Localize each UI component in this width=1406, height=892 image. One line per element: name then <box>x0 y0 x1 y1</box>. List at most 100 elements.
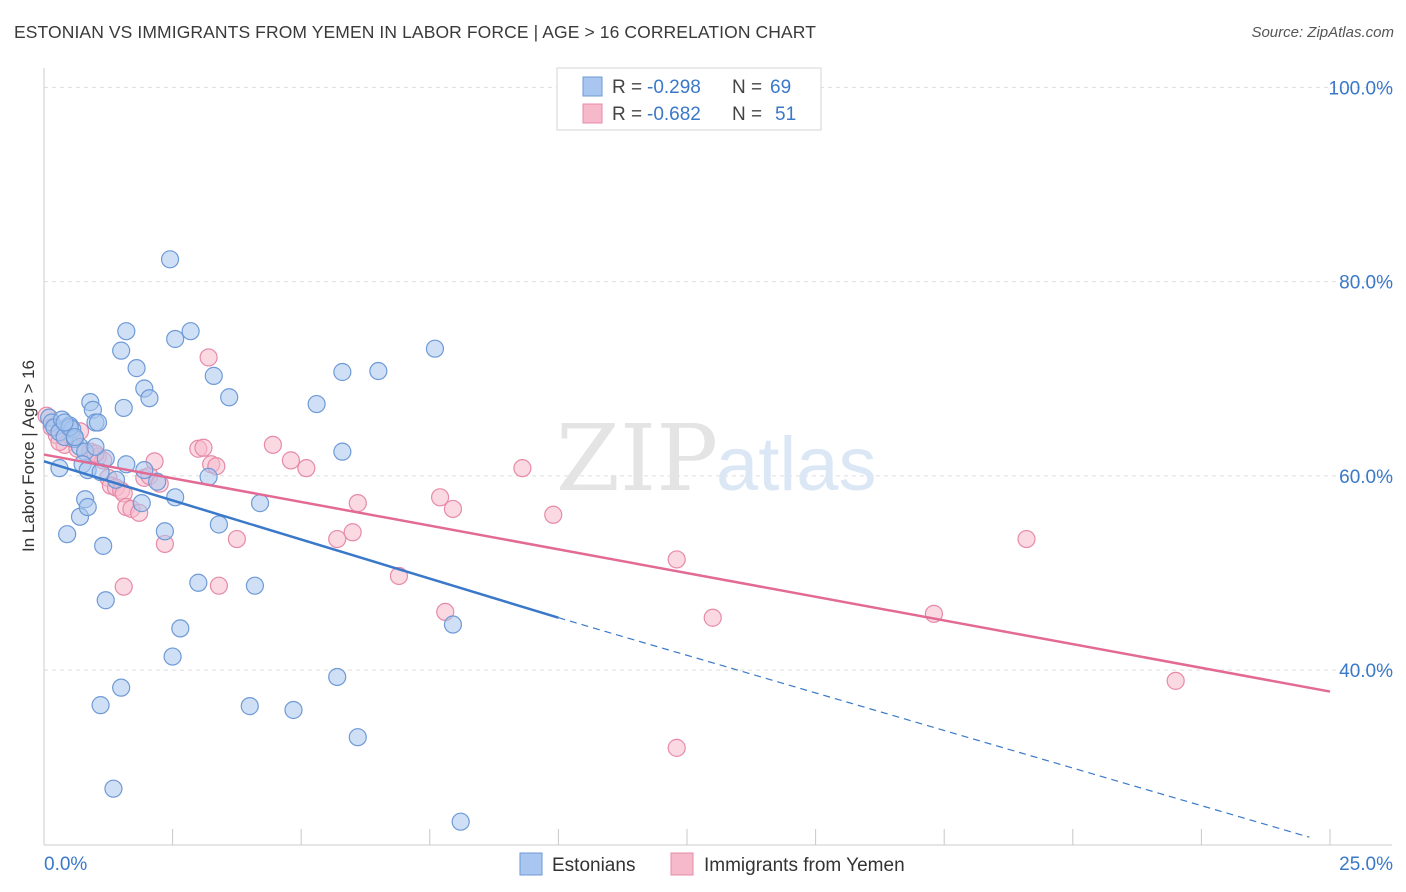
bottom-legend-estonians: Estonians <box>552 855 635 876</box>
estonian-point <box>425 339 445 358</box>
yemen-point <box>297 459 316 478</box>
estonian-point <box>163 647 182 666</box>
estonian-point <box>96 591 115 610</box>
bottom-swatch-yemen <box>670 852 694 876</box>
estonian-point <box>245 576 265 595</box>
estonian-point <box>55 413 74 432</box>
yemen-point <box>194 438 213 457</box>
yemen-point <box>209 576 228 595</box>
chart-title: ESTONIAN VS IMMIGRANTS FROM YEMEN IN LAB… <box>14 22 816 42</box>
legend-r-value-yemen: -0.682 <box>647 104 701 125</box>
estonian-point <box>65 427 84 447</box>
estonian-point <box>333 362 352 382</box>
yemen-point <box>1166 671 1185 690</box>
y-tick-label: 60.0% <box>1339 467 1393 488</box>
yemen-point <box>703 608 722 627</box>
legend-r-label-yemen: R = <box>612 104 642 125</box>
estonian-point <box>451 812 470 831</box>
estonian-point <box>88 413 108 432</box>
yemen-point <box>199 348 218 367</box>
y-tick-labels: 100.0% 80.0% 60.0% 40.0% <box>1329 78 1394 682</box>
estonian-point <box>78 497 97 517</box>
estonian-point <box>209 515 228 534</box>
legend-n-label-estonians: N = <box>732 77 762 98</box>
axes <box>43 68 1392 846</box>
estonian-point <box>348 728 367 747</box>
x-ticks <box>172 829 1331 845</box>
yemen-point <box>513 459 532 478</box>
estonian-point <box>204 366 223 385</box>
legend-r-label-estonians: R = <box>612 77 642 98</box>
stats-legend: R = -0.298 N = 69 R = -0.682 N = 51 <box>556 67 822 131</box>
estonian-point <box>58 525 77 544</box>
estonian-point <box>132 494 151 513</box>
estonian-trend-extension <box>558 617 1310 838</box>
yemen-point <box>1017 529 1036 549</box>
estonian-point <box>189 573 208 592</box>
x-tick-label: 25.0% <box>1339 854 1393 875</box>
watermark-atlas: atlas <box>716 422 877 507</box>
estonian-point <box>307 394 326 414</box>
estonian-point <box>86 437 105 456</box>
legend-swatch-estonians <box>582 76 603 97</box>
estonian-point <box>171 619 190 638</box>
y-axis-title: In Labor Force | Age > 16 <box>19 360 38 552</box>
bottom-legend-yemen: Immigrants from Yemen <box>704 855 905 876</box>
legend-n-value-yemen: 51 <box>775 104 796 125</box>
estonian-point <box>112 341 131 360</box>
yemen-point <box>667 550 686 569</box>
yemen-point <box>227 529 246 549</box>
source-label: Source: ZipAtlas.com <box>1251 24 1394 41</box>
yemen-point <box>544 505 563 524</box>
legend-swatch-yemen <box>582 103 603 124</box>
estonian-point <box>117 322 136 341</box>
estonian-point <box>166 329 185 349</box>
estonian-point <box>155 522 174 541</box>
estonian-point <box>140 389 159 408</box>
watermark: ZIP atlas <box>556 405 877 512</box>
estonian-point <box>94 536 113 555</box>
estonian-point <box>112 678 131 697</box>
estonian-points <box>40 250 470 831</box>
estonian-point <box>114 398 133 418</box>
yemen-point <box>443 499 463 519</box>
estonian-point <box>104 779 123 798</box>
yemen-point <box>348 494 367 513</box>
estonian-point <box>328 667 347 687</box>
estonian-point <box>160 250 180 269</box>
estonian-point <box>240 697 259 716</box>
yemen-point <box>263 435 283 454</box>
estonian-point <box>369 361 388 381</box>
x-tick-label: 0.0% <box>44 854 87 875</box>
estonian-point <box>220 388 239 407</box>
estonian-point <box>284 700 303 720</box>
yemen-trend-line <box>43 453 1331 693</box>
y-tick-label: 40.0% <box>1339 661 1393 682</box>
bottom-swatch-estonians <box>519 852 543 876</box>
estonian-point <box>91 696 110 715</box>
estonian-point <box>443 615 463 634</box>
estonian-trend-line <box>43 460 559 619</box>
estonian-point <box>181 322 200 341</box>
yemen-point <box>343 523 362 542</box>
yemen-point <box>667 738 686 757</box>
yemen-point <box>430 488 450 507</box>
yemen-point <box>281 451 301 470</box>
gridlines <box>44 86 1392 671</box>
estonian-point <box>250 494 270 513</box>
estonian-point <box>127 359 146 378</box>
legend-r-value-estonians: -0.298 <box>647 77 701 98</box>
y-tick-label: 80.0% <box>1339 273 1393 294</box>
legend-n-label-yemen: N = <box>732 104 762 125</box>
y-tick-label: 100.0% <box>1329 78 1394 99</box>
estonian-point <box>148 472 167 491</box>
yemen-point <box>114 577 133 596</box>
series-legend: Estonians Immigrants from Yemen <box>519 852 905 876</box>
x-tick-labels: 0.0% 25.0% <box>44 854 1393 875</box>
yemen-point <box>328 529 347 549</box>
legend-n-value-estonians: 69 <box>770 77 791 98</box>
trend-lines <box>43 453 1331 838</box>
watermark-zip: ZIP <box>556 405 718 512</box>
estonian-point <box>333 442 352 461</box>
